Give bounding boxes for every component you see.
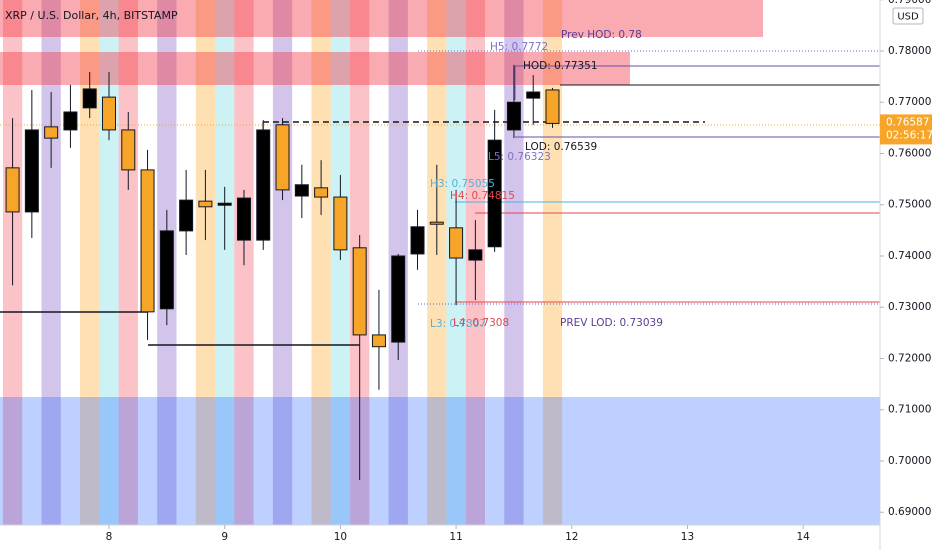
zone — [0, 0, 763, 37]
y-tick-label: 0.74000 — [888, 250, 931, 262]
currency-box[interactable] — [892, 7, 924, 25]
candle-body — [449, 227, 464, 259]
annotation: LOD: 0.76539 — [525, 141, 597, 153]
y-tick-label: 0.70000 — [888, 455, 931, 467]
candle-body — [333, 196, 348, 251]
session-stripe — [215, 0, 235, 525]
candle-body — [236, 197, 251, 241]
candle-body — [159, 230, 174, 310]
annotation: Prev HOD: 0.78 — [561, 29, 642, 41]
y-tick-label: 0.76000 — [888, 147, 931, 159]
annotation: PREV LOD: 0.73039 — [560, 317, 663, 329]
candle-body — [256, 129, 271, 241]
x-tick-label: 12 — [565, 531, 578, 543]
candle-body — [391, 255, 406, 343]
x-tick-label: 13 — [681, 531, 694, 543]
session-stripe — [427, 0, 447, 525]
candle-body — [63, 111, 78, 131]
annotation: H3: 0.75055 — [430, 178, 495, 190]
session-stripe — [99, 0, 119, 525]
candle-body — [44, 126, 59, 139]
y-tick-label: 0.79000 — [888, 0, 931, 6]
candle-body — [468, 249, 483, 261]
zone — [0, 52, 630, 85]
candle-body — [101, 96, 116, 131]
candle-body — [217, 202, 232, 206]
candle-body — [82, 88, 97, 109]
candle-body — [121, 129, 136, 171]
candle-body — [275, 124, 290, 191]
annotation: H4: 0.74815 — [450, 190, 515, 202]
annotation: H5: 0.7772 — [490, 41, 548, 53]
candle-body — [526, 91, 541, 99]
countdown: 02:56:17 — [886, 129, 932, 141]
candle-body — [294, 184, 309, 197]
x-tick-label: 8 — [106, 531, 113, 543]
axes: 0.69000 0.70000 0.71000 0.72000 0.73000 0.740… — [106, 0, 931, 543]
session-stripe — [504, 0, 524, 525]
last-price: 0.76587 — [886, 116, 929, 128]
candle-body — [371, 334, 386, 348]
y-tick-label: 0.69000 — [888, 506, 931, 518]
session-stripe — [80, 0, 100, 525]
y-tick-label: 0.71000 — [888, 404, 931, 416]
price-axis — [880, 0, 932, 550]
candle-body — [24, 129, 39, 213]
candle-body — [545, 89, 560, 124]
x-tick-label: 10 — [334, 531, 347, 543]
y-tick-label: 0.75000 — [888, 199, 931, 211]
candle-body — [506, 101, 521, 131]
zone — [0, 397, 880, 525]
candle-body — [140, 169, 155, 313]
session-stripe — [542, 0, 563, 525]
y-tick-label: 0.73000 — [888, 301, 931, 313]
candle-body — [429, 221, 444, 225]
candle-body — [487, 139, 502, 248]
session-stripe — [311, 0, 331, 525]
annotation: L5: 0.76323 — [488, 151, 551, 163]
x-tick-label: 11 — [449, 531, 462, 543]
session-stripe — [195, 0, 216, 525]
last-price-box — [880, 114, 932, 145]
x-tick-label: 9 — [221, 531, 228, 543]
x-tick-label: 14 — [796, 531, 810, 543]
currency: USD — [897, 12, 919, 23]
session-stripe — [330, 0, 351, 525]
candle-body — [314, 187, 329, 198]
candle-body — [179, 199, 194, 232]
annotation: L3: 0.7307 — [430, 318, 486, 330]
y-tick-label: 0.72000 — [888, 352, 931, 364]
time-axis — [0, 525, 880, 550]
candle-body — [352, 247, 367, 336]
y-tick-label: 0.78000 — [888, 45, 931, 57]
candle-body — [5, 167, 20, 213]
y-tick-label: 0.77000 — [888, 96, 931, 108]
annotation: L4: 0.7308 — [453, 317, 509, 329]
candles — [5, 64, 560, 480]
candle-body — [198, 200, 213, 208]
candle-body — [410, 226, 425, 255]
chart-title: XRP / U.S. Dollar, 4h, BITSTAMP — [5, 9, 178, 22]
annotation: HOD: 0.77351 — [523, 60, 598, 72]
